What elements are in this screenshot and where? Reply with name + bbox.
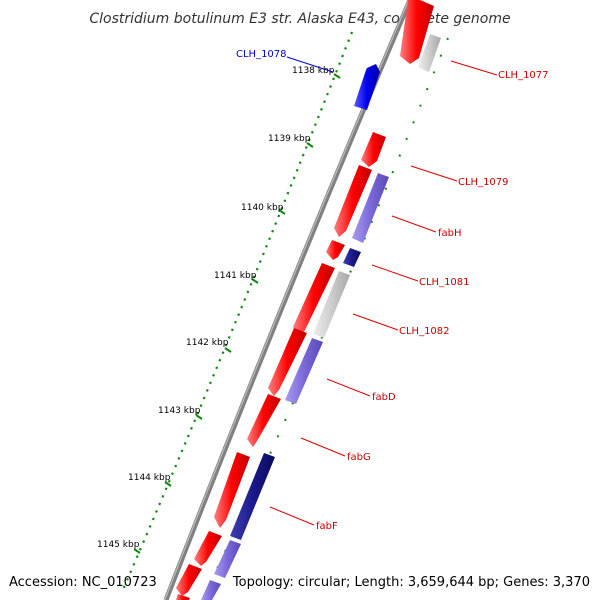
cds-fabh [334,165,372,237]
topology-text: Topology: circular; Length: 3,659,644 bp… [232,575,590,590]
leader-clh-1077 [450,60,498,76]
gene-label-clh-1077: CLH_1077 [498,70,549,81]
cds-clh-1077 [400,0,434,64]
cds-fabf [214,452,250,528]
tick-label-1141: 1141 kbp [214,271,257,281]
tick-mark-1142 [224,347,232,353]
cog-feature-gray-top [418,34,441,72]
tick-label-1139: 1139 kbp [268,134,311,144]
cds-next-2 [176,564,202,596]
leader-fabf [269,506,315,526]
gene-label-fabh: fabH [438,228,462,239]
gene-labels: CLH_1078 CLH_1077 CLH_1079 fabH CLH_1081… [236,49,549,532]
cog-feature-gray-2 [313,271,350,338]
cds-next-3 [176,594,190,600]
tick-mark-1144 [164,481,172,487]
leader-fabg [300,437,346,457]
tick-mark-1140 [278,209,286,215]
gene-label-fabd: fabD [372,392,396,403]
cog-feature-navy-1 [343,248,361,267]
tick-label-1142: 1142 kbp [186,338,229,348]
cog-feature-purple-4 [201,580,221,600]
gene-label-clh-1082: CLH_1082 [399,326,450,337]
gene-label-clh-1079: CLH_1079 [458,177,509,188]
gene-label-fabg: fabG [347,452,371,463]
map-title: Clostridium botulinum E3 str. Alaska E43… [89,11,510,27]
tick-mark-1138 [333,73,341,79]
leader-lines [269,56,498,526]
tick-label-1144: 1144 kbp [128,473,171,483]
cds-clh-1079 [361,132,386,167]
cds-fabd [268,328,307,396]
cds-track [176,0,434,600]
tick-mark-1141 [251,278,259,284]
cog-feature-purple-2 [285,338,323,404]
cog-feature-purple-1 [352,173,389,243]
cds-next-1 [194,531,222,566]
cog-track [201,34,441,600]
leader-clh-1081 [371,264,419,282]
outer-dotted-scale [120,31,354,593]
gene-label-clh-1081: CLH_1081 [419,277,470,288]
leader-clh-1078 [286,56,334,73]
kbp-ticks: 1138 kbp 1139 kbp 1140 kbp 1141 kbp 1142… [97,66,341,554]
cds-clh-1081 [326,240,345,260]
tick-mark-1143 [195,414,203,420]
tick-label-1138: 1138 kbp [292,66,335,76]
cds-clh-1082 [293,263,335,336]
gene-label-clh-1078: CLH_1078 [236,49,287,60]
tick-mark-1139 [306,142,314,148]
leader-fabh [391,215,437,233]
leader-clh-1079 [410,165,458,182]
tick-label-1143: 1143 kbp [158,406,201,416]
accession-text: Accession: NC_010723 [9,575,157,590]
leader-clh-1082 [352,313,399,331]
cog-feature-navy-2 [230,453,275,540]
cog-feature-purple-3 [214,540,241,578]
tick-mark-1145 [133,548,141,554]
gene-label-fabf: fabF [316,521,338,532]
cds-clh-1078 [354,64,380,110]
cds-fabg [247,394,281,447]
tick-label-1145: 1145 kbp [97,540,140,550]
tick-label-1140: 1140 kbp [241,203,284,213]
leader-fabd [326,378,371,397]
